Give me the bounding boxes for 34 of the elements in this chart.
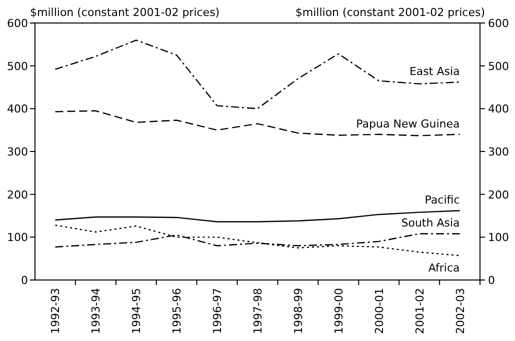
line-series — [54, 40, 460, 110]
y-axis-title: $million (constant 2001-02 prices) — [30, 6, 220, 19]
x-tick-label: 1996-97 — [211, 288, 224, 334]
x-tick-label: 2001-02 — [413, 288, 426, 334]
y-tick-label: 0 — [21, 274, 28, 287]
y2-axis-title: $million (constant 2001-02 prices) — [295, 6, 485, 19]
series-label: East Asia — [409, 65, 460, 78]
series-label: Africa — [428, 262, 460, 275]
series-label: South Asia — [401, 216, 460, 230]
x-tick-label: 1997-98 — [252, 288, 264, 334]
y2-tick-label: 600 — [488, 17, 509, 30]
x-tick-label: 1995-96 — [170, 288, 184, 334]
y2-tick-label: 500 — [488, 60, 509, 73]
x-tick-label: 1993-94 — [90, 288, 103, 334]
x-tick-label: 1999-00 — [332, 288, 346, 334]
y-tick-label: 300 — [7, 146, 28, 158]
x-tick-label: 2000-01 — [372, 288, 386, 334]
y2-tick-label: 200 — [488, 188, 509, 202]
x-tick-label: 1994-95 — [130, 288, 144, 334]
y-tick-label: 100 — [7, 231, 28, 244]
line-series — [54, 110, 460, 136]
y-tick-label: 200 — [7, 188, 28, 202]
y2-tick-label: 100 — [488, 231, 509, 244]
x-tick-label: 1998-99 — [292, 288, 305, 334]
y-tick-label: 600 — [7, 17, 28, 30]
series-label: Papua New Guinea — [356, 117, 460, 130]
series-label: Pacific — [424, 194, 460, 207]
y-tick-label: 400 — [7, 102, 28, 116]
y-tick-label: 500 — [7, 60, 28, 73]
y2-tick-label: 400 — [488, 102, 509, 116]
y2-tick-label: 300 — [488, 146, 509, 158]
x-tick-label: 2002-03 — [454, 288, 467, 334]
x-tick-label: 1992-93 — [49, 288, 62, 334]
y2-tick-label: 0 — [488, 274, 495, 287]
